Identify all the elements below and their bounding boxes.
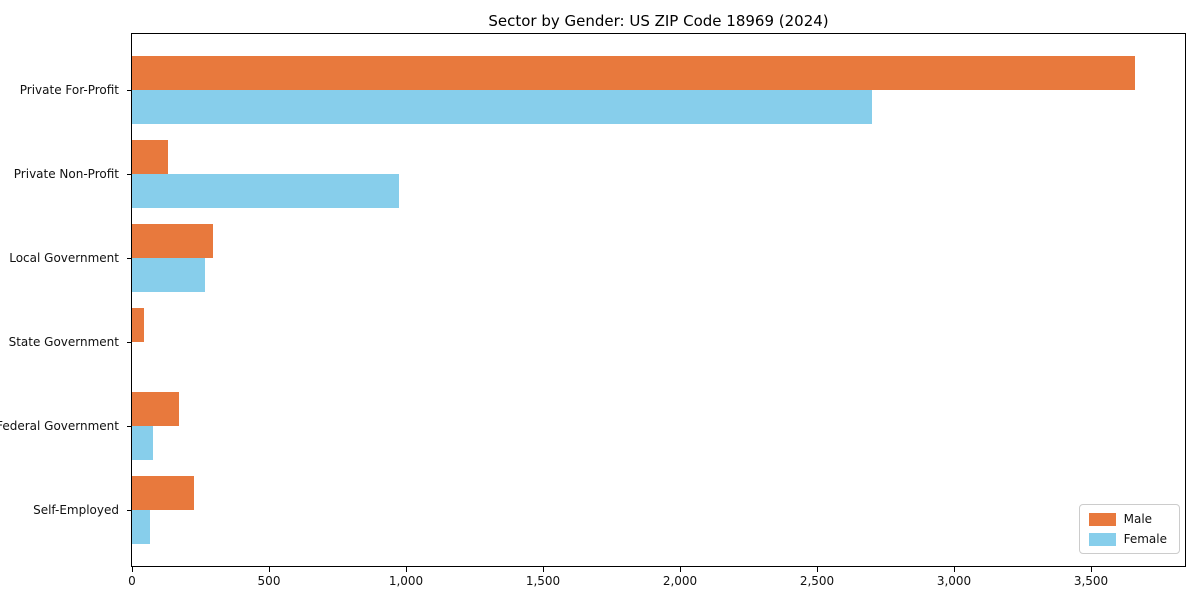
bar-group-self-employed bbox=[132, 476, 1185, 544]
bar-female bbox=[132, 173, 400, 208]
y-tick bbox=[127, 174, 132, 175]
bar-male bbox=[132, 308, 145, 342]
bar-female bbox=[132, 425, 153, 460]
chart-title: Sector by Gender: US ZIP Code 18969 (202… bbox=[488, 12, 829, 30]
x-tick bbox=[817, 567, 818, 572]
bar-group-private-non-profit bbox=[132, 140, 1185, 208]
bar-male bbox=[132, 392, 179, 426]
bar-male bbox=[132, 140, 168, 174]
y-tick-label: Private Non-Profit bbox=[13, 167, 119, 181]
legend-label-female: Female bbox=[1123, 532, 1167, 546]
bar-male bbox=[132, 56, 1135, 90]
x-tick bbox=[406, 567, 407, 572]
bar-group-local-government bbox=[132, 224, 1185, 292]
y-tick bbox=[127, 426, 132, 427]
y-tick-label: Federal Government bbox=[0, 419, 119, 433]
legend-label-male: Male bbox=[1123, 512, 1153, 526]
bar-female bbox=[132, 89, 872, 124]
y-tick bbox=[127, 90, 132, 91]
legend-item-male: Male bbox=[1088, 512, 1167, 526]
x-tick-label: 1,000 bbox=[388, 574, 424, 588]
plot-area: Male Female Private For-Profit Private No… bbox=[0, 33, 1186, 588]
x-tick-label: 2,500 bbox=[799, 574, 835, 588]
x-tick bbox=[954, 567, 955, 572]
legend: Male Female bbox=[1078, 504, 1180, 554]
x-tick bbox=[543, 567, 544, 572]
legend-swatch-male bbox=[1088, 512, 1116, 526]
x-tick-label: 500 bbox=[257, 574, 281, 588]
y-tick-label: Self-Employed bbox=[33, 503, 119, 517]
bar-female bbox=[132, 257, 205, 292]
bar-group-federal-government bbox=[132, 392, 1185, 460]
bar-group-private-for-profit bbox=[132, 56, 1185, 124]
x-tick bbox=[269, 567, 270, 572]
x-tick bbox=[680, 567, 681, 572]
y-tick bbox=[127, 258, 132, 259]
y-tick bbox=[127, 342, 132, 343]
y-tick-label: Private For-Profit bbox=[19, 83, 119, 97]
x-tick-label: 1,500 bbox=[525, 574, 561, 588]
legend-item-female: Female bbox=[1088, 532, 1167, 546]
x-tick bbox=[1091, 567, 1093, 572]
bar-male bbox=[132, 224, 213, 258]
bar-male bbox=[132, 476, 194, 510]
x-tick-label: 3,500 bbox=[1073, 574, 1109, 588]
x-tick-label: 0 bbox=[128, 574, 136, 588]
y-tick-label: Local Government bbox=[9, 251, 119, 265]
x-tick-label: 2,000 bbox=[662, 574, 698, 588]
x-tick bbox=[132, 567, 133, 572]
bar-female bbox=[132, 509, 150, 544]
bar-group-state-government bbox=[132, 308, 1185, 375]
x-tick-label: 3,000 bbox=[936, 574, 972, 588]
y-tick bbox=[127, 510, 132, 511]
y-tick-label: State Government bbox=[8, 335, 119, 349]
legend-swatch-female bbox=[1088, 532, 1116, 546]
